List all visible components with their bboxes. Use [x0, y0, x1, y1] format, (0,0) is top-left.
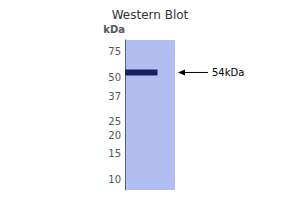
svg-text:75: 75 — [108, 46, 121, 57]
svg-text:10: 10 — [108, 174, 121, 185]
svg-text:25: 25 — [108, 116, 121, 127]
svg-text:37: 37 — [108, 91, 121, 102]
svg-text:20: 20 — [108, 130, 121, 141]
svg-text:kDa: kDa — [103, 24, 125, 35]
svg-text:50: 50 — [108, 72, 121, 83]
svg-text:54kDa: 54kDa — [212, 67, 244, 78]
svg-text:Western Blot: Western Blot — [112, 8, 189, 22]
svg-text:15: 15 — [108, 148, 121, 159]
